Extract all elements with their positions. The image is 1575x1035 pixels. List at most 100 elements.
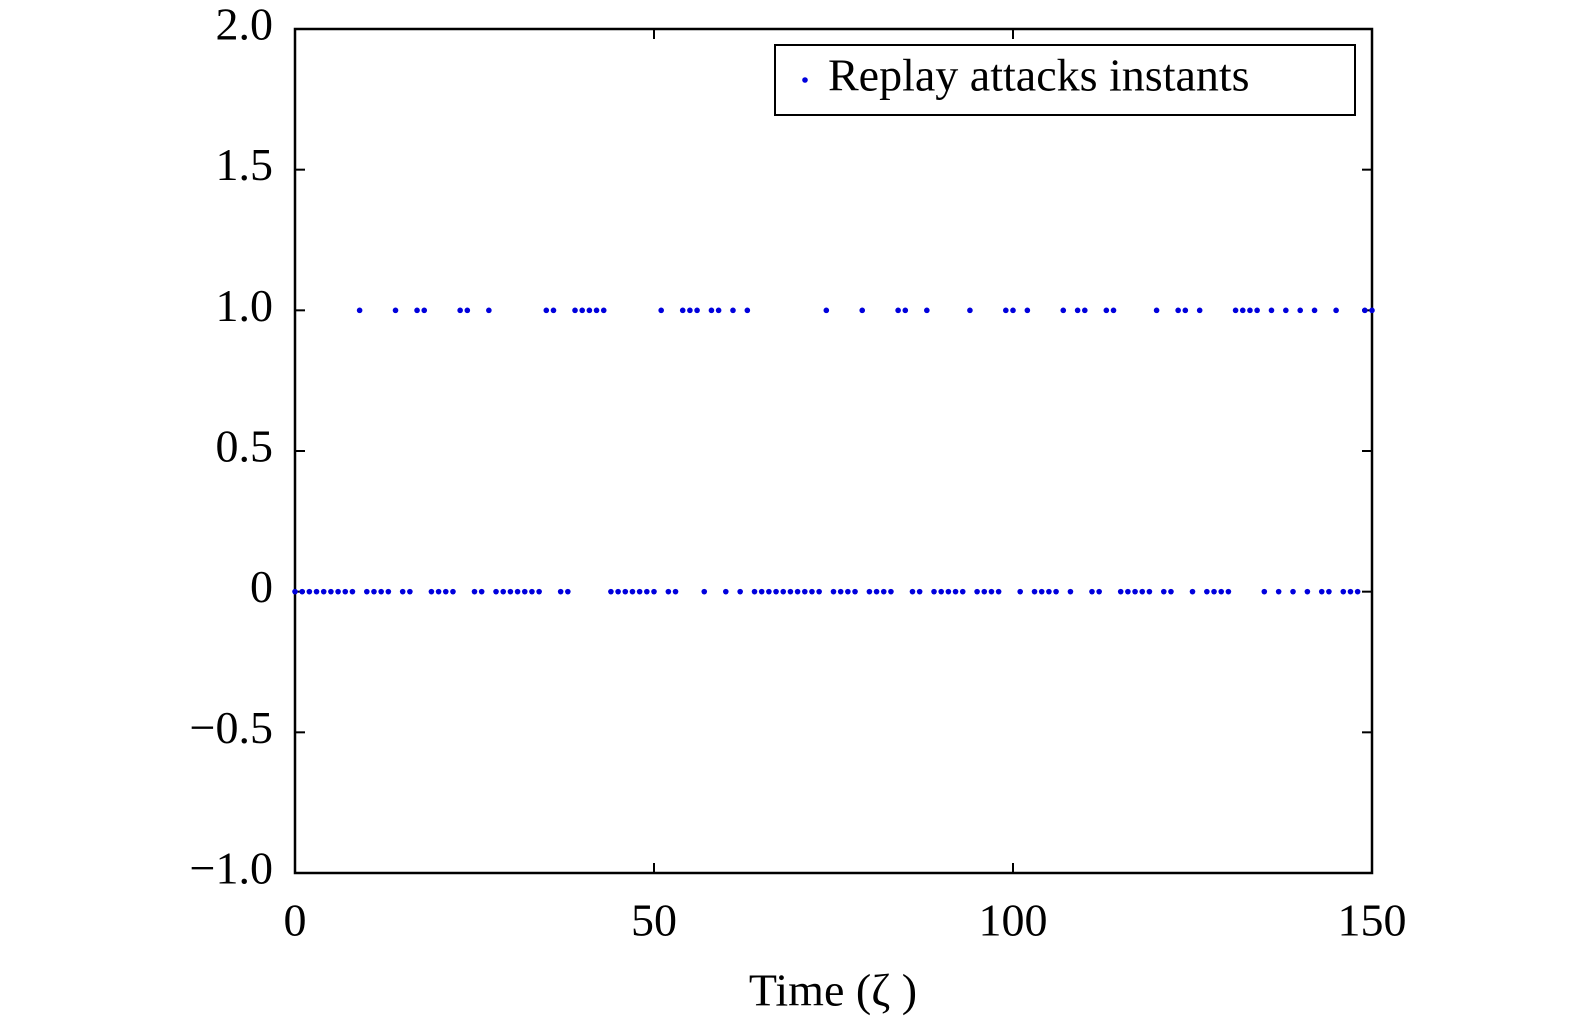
point — [787, 588, 794, 595]
point — [557, 588, 564, 595]
point — [478, 588, 485, 595]
point — [586, 307, 593, 314]
point — [1211, 588, 1217, 595]
point — [600, 307, 607, 314]
point — [1017, 588, 1023, 595]
point — [1254, 307, 1260, 314]
point — [414, 307, 420, 314]
point — [658, 307, 664, 314]
point — [1318, 588, 1325, 595]
point — [1053, 588, 1059, 595]
point — [981, 588, 988, 595]
point — [1110, 307, 1117, 314]
point — [1060, 307, 1067, 314]
point — [529, 588, 535, 595]
point — [1247, 307, 1253, 314]
point — [730, 307, 736, 314]
legend-box — [774, 44, 1356, 116]
point — [421, 307, 428, 314]
point — [342, 588, 349, 595]
point — [579, 307, 585, 314]
point — [572, 307, 578, 314]
point — [959, 588, 966, 595]
point — [988, 588, 995, 595]
legend-label: Replay attacks instants — [828, 50, 1250, 101]
point — [1275, 588, 1282, 595]
point — [543, 307, 550, 314]
y-tick-label: 1.0 — [216, 280, 274, 331]
point — [1218, 588, 1225, 595]
point — [859, 307, 866, 314]
point — [1290, 588, 1296, 595]
point — [536, 588, 542, 595]
point — [428, 588, 435, 595]
point — [801, 588, 808, 595]
point — [902, 307, 909, 314]
point — [507, 588, 514, 595]
point — [694, 307, 700, 314]
point — [1304, 588, 1311, 595]
point — [356, 307, 363, 314]
point — [1074, 307, 1081, 314]
point — [1046, 588, 1052, 595]
point — [701, 588, 708, 595]
point — [1189, 588, 1196, 595]
point — [1038, 588, 1045, 595]
point — [1268, 307, 1275, 314]
point — [1369, 307, 1375, 314]
point — [378, 588, 384, 595]
point — [723, 588, 729, 595]
point — [521, 588, 528, 595]
x-tick-label: 0 — [284, 895, 307, 946]
point — [550, 307, 557, 314]
point — [1125, 588, 1131, 595]
point — [687, 307, 693, 314]
point — [845, 588, 851, 595]
point — [737, 588, 743, 595]
point — [995, 588, 1002, 595]
point — [608, 588, 614, 595]
point — [852, 588, 858, 595]
point — [385, 588, 392, 595]
point — [794, 588, 801, 595]
point — [1132, 588, 1138, 595]
point — [1089, 588, 1095, 595]
x-tick-label: 100 — [979, 895, 1048, 946]
point — [486, 307, 492, 314]
x-tick-label: 150 — [1338, 895, 1407, 946]
point — [1225, 588, 1232, 595]
point — [1333, 307, 1339, 314]
point — [1160, 588, 1167, 595]
y-tick-label: 1.5 — [216, 139, 274, 190]
point — [450, 588, 456, 595]
point — [1261, 588, 1268, 595]
point — [1283, 307, 1289, 314]
point — [1326, 588, 1332, 595]
point — [909, 588, 916, 595]
point — [1354, 588, 1361, 595]
point — [1153, 307, 1160, 314]
point — [1311, 307, 1318, 314]
point — [1196, 307, 1203, 314]
point — [500, 588, 507, 595]
point — [744, 307, 751, 314]
point — [471, 588, 478, 595]
point — [335, 588, 341, 595]
point — [457, 307, 463, 314]
point — [299, 588, 305, 595]
point — [952, 588, 959, 595]
point — [665, 588, 672, 595]
y-tick-label: −1.0 — [190, 843, 273, 894]
point — [464, 307, 471, 314]
point — [895, 307, 901, 314]
point — [679, 307, 686, 314]
y-tick-label: 0 — [250, 561, 273, 612]
point — [924, 307, 930, 314]
point — [866, 588, 873, 595]
point — [371, 588, 377, 595]
point — [1182, 307, 1189, 314]
point — [672, 588, 679, 595]
point — [974, 588, 980, 595]
point — [593, 307, 600, 314]
